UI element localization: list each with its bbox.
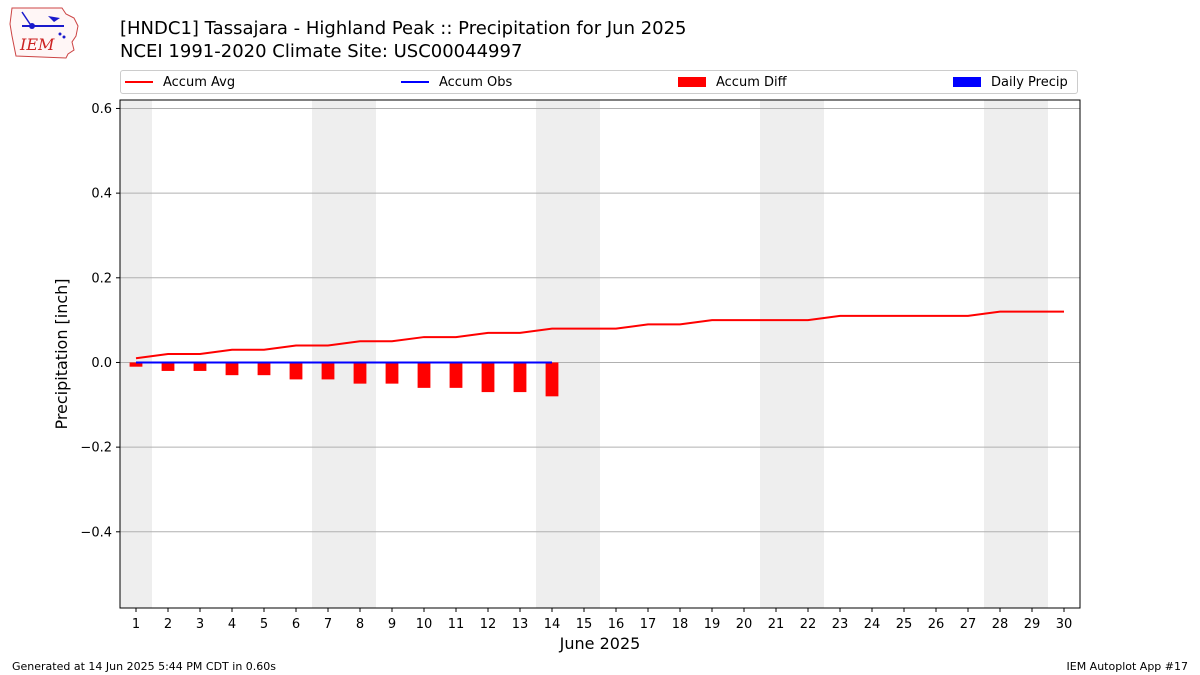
legend-label: Daily Precip	[991, 74, 1068, 90]
plot-frame	[119, 99, 1081, 609]
x-tick-label: 13	[512, 617, 529, 632]
diff-bar	[417, 362, 431, 388]
diff-bar	[449, 362, 463, 388]
legend-swatch	[401, 81, 429, 83]
y-tick-label: −0.4	[80, 525, 112, 540]
x-tick-label: 19	[704, 617, 721, 632]
x-tick-label: 7	[324, 617, 332, 632]
chart-title: [HNDC1] Tassajara - Highland Peak :: Pre…	[120, 18, 687, 39]
diff-bar	[481, 362, 495, 393]
y-tick-label: 0.0	[91, 356, 112, 371]
legend-item-accum-diff: Accum Diff	[678, 71, 787, 93]
x-tick-label: 30	[1056, 617, 1073, 632]
x-tick-label: 3	[196, 617, 204, 632]
y-tick-label: 0.2	[91, 271, 112, 286]
weekend-band	[312, 100, 376, 608]
diff-bar	[193, 362, 207, 371]
chart-subtitle: NCEI 1991-2020 Climate Site: USC00044997	[120, 41, 523, 62]
y-tick-label: −0.2	[80, 441, 112, 456]
weekend-band	[984, 100, 1048, 608]
x-axis-label: June 2025	[559, 634, 641, 653]
accum-avg-line	[135, 310, 1064, 360]
diff-bar	[257, 362, 271, 376]
x-tick-label: 29	[1024, 617, 1041, 632]
x-tick-label: 16	[608, 617, 625, 632]
footer-app: IEM Autoplot App #17	[1066, 660, 1189, 673]
diff-bar	[289, 362, 303, 380]
legend-label: Accum Obs	[439, 74, 513, 90]
x-tick-label: 5	[260, 617, 268, 632]
x-tick-label: 1	[132, 617, 140, 632]
diff-bar	[129, 362, 143, 367]
x-tick-label: 22	[800, 617, 817, 632]
weekend-band	[536, 100, 600, 608]
x-tick-label: 17	[640, 617, 657, 632]
weekend-band	[120, 100, 152, 608]
diff-bar	[161, 362, 175, 371]
diff-bar	[513, 362, 527, 393]
weekend-band	[760, 100, 824, 608]
legend-swatch	[678, 77, 706, 87]
x-tick-label: 8	[356, 617, 364, 632]
x-tick-label: 14	[544, 617, 561, 632]
diff-bar	[353, 362, 367, 384]
y-tick-label: 0.4	[91, 187, 112, 202]
x-tick-label: 21	[768, 617, 785, 632]
legend-label: Accum Avg	[163, 74, 236, 90]
x-tick-label: 4	[228, 617, 236, 632]
x-tick-label: 26	[928, 617, 945, 632]
diff-bar	[225, 362, 239, 376]
legend-item-daily-precip: Daily Precip	[953, 71, 1068, 93]
x-tick-label: 18	[672, 617, 689, 632]
y-axis-label: Precipitation [inch]	[52, 278, 71, 429]
x-tick-label: 27	[960, 617, 977, 632]
x-tick-label: 9	[388, 617, 396, 632]
iem-logo: IEM	[9, 7, 79, 59]
x-tick-label: 11	[448, 617, 465, 632]
x-tick-label: 10	[416, 617, 433, 632]
legend-swatch	[953, 77, 981, 87]
legend-item-accum-obs: Accum Obs	[401, 71, 512, 93]
y-tick-label: 0.6	[91, 102, 112, 117]
legend-item-accum-avg: Accum Avg	[125, 71, 235, 93]
x-tick-label: 23	[832, 617, 849, 632]
legend-label: Accum Diff	[716, 74, 787, 90]
x-tick-label: 25	[896, 617, 913, 632]
diff-bar	[545, 362, 559, 397]
legend: Accum Avg Accum Obs Accum Diff Daily Pre…	[120, 70, 1078, 94]
x-tick-label: 6	[292, 617, 300, 632]
diff-bar	[321, 362, 335, 380]
diff-bar	[385, 362, 399, 384]
x-tick-label: 12	[480, 617, 497, 632]
x-tick-label: 28	[992, 617, 1009, 632]
x-tick-label: 2	[164, 617, 172, 632]
legend-swatch	[125, 81, 153, 83]
x-tick-label: 24	[864, 617, 881, 632]
logo-text: IEM	[19, 35, 55, 54]
x-tick-label: 20	[736, 617, 753, 632]
footer-generated: Generated at 14 Jun 2025 5:44 PM CDT in …	[12, 660, 277, 673]
x-tick-label: 15	[576, 617, 593, 632]
